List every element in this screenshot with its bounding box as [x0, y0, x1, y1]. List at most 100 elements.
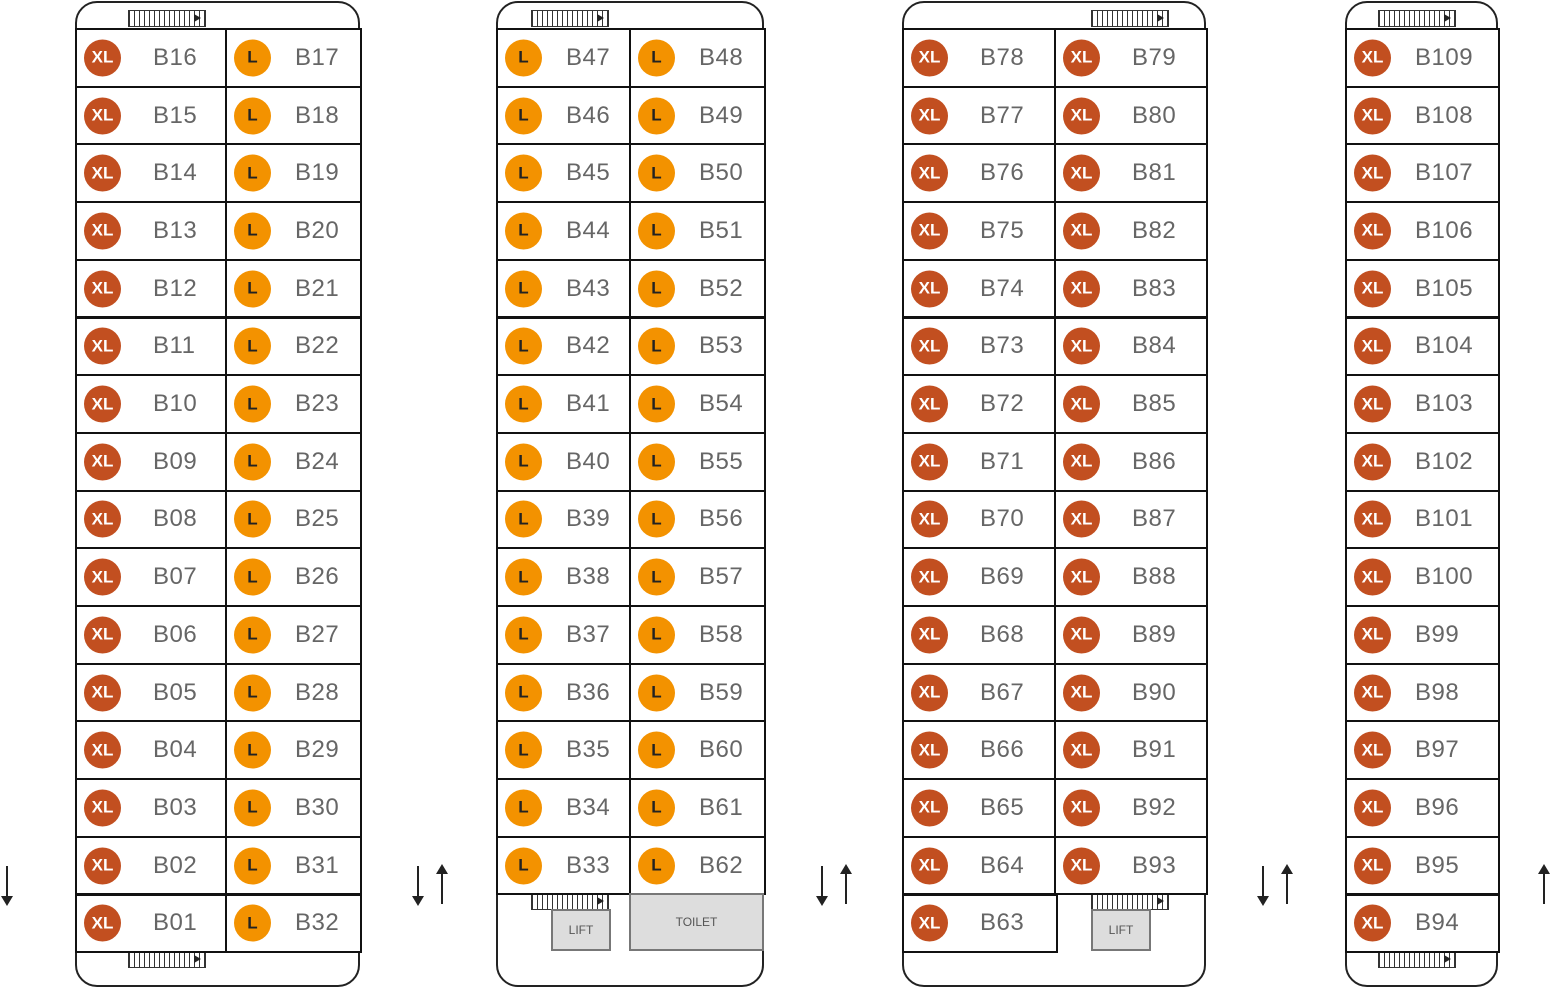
storage-unit[interactable]: L B59: [629, 662, 766, 723]
storage-unit[interactable]: XL B87: [1054, 489, 1208, 550]
storage-unit[interactable]: L B62: [629, 835, 766, 896]
storage-unit[interactable]: L B33: [496, 835, 633, 896]
storage-unit[interactable]: XL B03: [75, 778, 229, 838]
storage-unit[interactable]: L B41: [496, 374, 633, 434]
storage-unit[interactable]: XL B107: [1345, 143, 1500, 204]
storage-unit[interactable]: XL B105: [1345, 258, 1500, 319]
storage-unit[interactable]: L B40: [496, 431, 633, 492]
storage-unit[interactable]: XL B74: [902, 258, 1058, 319]
storage-unit[interactable]: XL B76: [902, 143, 1058, 204]
storage-unit[interactable]: XL B65: [902, 778, 1058, 838]
storage-unit[interactable]: XL B109: [1345, 28, 1500, 88]
storage-unit[interactable]: L B45: [496, 143, 633, 204]
storage-unit[interactable]: L B27: [225, 605, 362, 665]
storage-unit[interactable]: XL B102: [1345, 431, 1500, 492]
storage-unit[interactable]: XL B64: [902, 835, 1058, 896]
storage-unit[interactable]: L B26: [225, 547, 362, 607]
storage-unit[interactable]: L B51: [629, 201, 766, 261]
storage-unit[interactable]: L B52: [629, 258, 766, 319]
storage-unit[interactable]: XL B82: [1054, 201, 1208, 261]
storage-unit[interactable]: L B35: [496, 720, 633, 781]
storage-unit[interactable]: XL B75: [902, 201, 1058, 261]
storage-unit[interactable]: XL B104: [1345, 316, 1500, 377]
storage-unit[interactable]: L B34: [496, 778, 633, 838]
storage-unit[interactable]: L B57: [629, 547, 766, 607]
storage-unit[interactable]: L B19: [225, 143, 362, 204]
storage-unit[interactable]: XL B100: [1345, 547, 1500, 607]
storage-unit[interactable]: XL B16: [75, 28, 229, 88]
storage-unit[interactable]: L B48: [629, 28, 766, 88]
storage-unit[interactable]: XL B78: [902, 28, 1058, 88]
storage-unit[interactable]: L B30: [225, 778, 362, 838]
storage-unit[interactable]: L B21: [225, 258, 362, 319]
storage-unit[interactable]: XL B103: [1345, 374, 1500, 434]
storage-unit[interactable]: L B17: [225, 28, 362, 88]
storage-unit[interactable]: XL B12: [75, 258, 229, 319]
storage-unit[interactable]: XL B96: [1345, 778, 1500, 838]
storage-unit[interactable]: XL B79: [1054, 28, 1208, 88]
storage-unit[interactable]: L B32: [225, 893, 362, 954]
storage-unit[interactable]: XL B05: [75, 662, 229, 723]
storage-unit[interactable]: XL B106: [1345, 201, 1500, 261]
storage-unit[interactable]: XL B97: [1345, 720, 1500, 781]
storage-unit[interactable]: L B56: [629, 489, 766, 550]
storage-unit[interactable]: L B31: [225, 835, 362, 896]
storage-unit[interactable]: XL B95: [1345, 835, 1500, 896]
storage-unit[interactable]: L B43: [496, 258, 633, 319]
storage-unit[interactable]: XL B06: [75, 605, 229, 665]
storage-unit[interactable]: XL B72: [902, 374, 1058, 434]
storage-unit[interactable]: L B20: [225, 201, 362, 261]
storage-unit[interactable]: XL B10: [75, 374, 229, 434]
storage-unit[interactable]: XL B91: [1054, 720, 1208, 781]
storage-unit[interactable]: XL B63: [902, 893, 1058, 954]
storage-unit[interactable]: L B24: [225, 431, 362, 492]
storage-unit[interactable]: L B29: [225, 720, 362, 781]
storage-unit[interactable]: L B50: [629, 143, 766, 204]
storage-unit[interactable]: L B25: [225, 489, 362, 550]
storage-unit[interactable]: XL B94: [1345, 893, 1500, 954]
storage-unit[interactable]: XL B11: [75, 316, 229, 377]
storage-unit[interactable]: L B44: [496, 201, 633, 261]
storage-unit[interactable]: XL B83: [1054, 258, 1208, 319]
storage-unit[interactable]: XL B13: [75, 201, 229, 261]
storage-unit[interactable]: XL B90: [1054, 662, 1208, 723]
storage-unit[interactable]: XL B68: [902, 605, 1058, 665]
storage-unit[interactable]: L B46: [496, 85, 633, 146]
storage-unit[interactable]: XL B92: [1054, 778, 1208, 838]
storage-unit[interactable]: XL B88: [1054, 547, 1208, 607]
storage-unit[interactable]: XL B108: [1345, 85, 1500, 146]
storage-unit[interactable]: XL B04: [75, 720, 229, 781]
storage-unit[interactable]: L B54: [629, 374, 766, 434]
storage-unit[interactable]: XL B09: [75, 431, 229, 492]
storage-unit[interactable]: XL B85: [1054, 374, 1208, 434]
storage-unit[interactable]: XL B101: [1345, 489, 1500, 550]
storage-unit[interactable]: L B61: [629, 778, 766, 838]
storage-unit[interactable]: XL B89: [1054, 605, 1208, 665]
storage-unit[interactable]: L B23: [225, 374, 362, 434]
storage-unit[interactable]: L B49: [629, 85, 766, 146]
storage-unit[interactable]: L B18: [225, 85, 362, 146]
storage-unit[interactable]: XL B02: [75, 835, 229, 896]
storage-unit[interactable]: XL B93: [1054, 835, 1208, 896]
storage-unit[interactable]: L B22: [225, 316, 362, 377]
storage-unit[interactable]: XL B84: [1054, 316, 1208, 377]
storage-unit[interactable]: XL B07: [75, 547, 229, 607]
storage-unit[interactable]: XL B99: [1345, 605, 1500, 665]
storage-unit[interactable]: XL B80: [1054, 85, 1208, 146]
storage-unit[interactable]: L B38: [496, 547, 633, 607]
storage-unit[interactable]: XL B86: [1054, 431, 1208, 492]
storage-unit[interactable]: XL B98: [1345, 662, 1500, 723]
storage-unit[interactable]: L B60: [629, 720, 766, 781]
storage-unit[interactable]: XL B01: [75, 893, 229, 954]
storage-unit[interactable]: XL B69: [902, 547, 1058, 607]
storage-unit[interactable]: L B36: [496, 662, 633, 723]
storage-unit[interactable]: L B28: [225, 662, 362, 723]
storage-unit[interactable]: L B58: [629, 605, 766, 665]
storage-unit[interactable]: XL B70: [902, 489, 1058, 550]
storage-unit[interactable]: XL B14: [75, 143, 229, 204]
storage-unit[interactable]: XL B67: [902, 662, 1058, 723]
storage-unit[interactable]: XL B66: [902, 720, 1058, 781]
storage-unit[interactable]: L B47: [496, 28, 633, 88]
storage-unit[interactable]: L B39: [496, 489, 633, 550]
storage-unit[interactable]: XL B77: [902, 85, 1058, 146]
